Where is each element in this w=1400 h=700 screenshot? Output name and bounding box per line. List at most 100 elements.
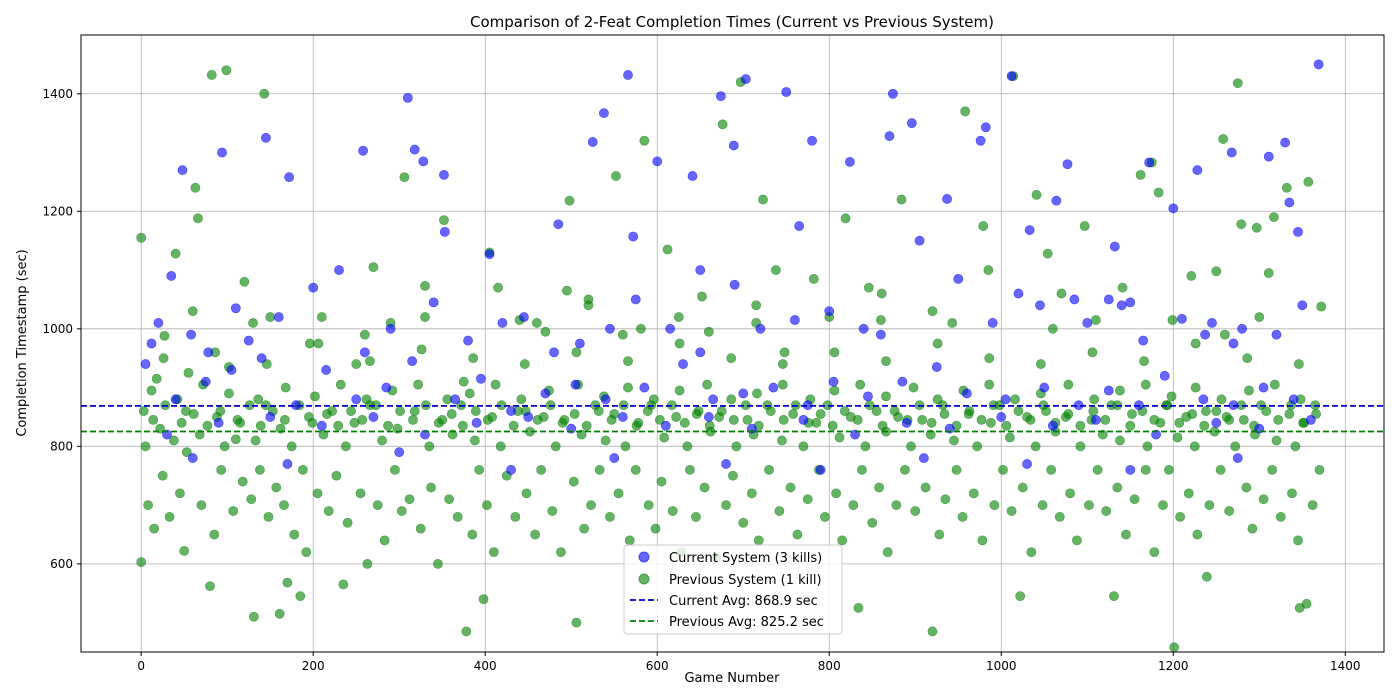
current-system-point	[359, 347, 370, 358]
x-tick-label: 600	[646, 659, 669, 673]
previous-system-point	[175, 488, 185, 499]
previous-system-point	[346, 406, 356, 416]
previous-system-point	[1190, 338, 1201, 349]
legend-label-current: Current System (3 kills)	[669, 551, 822, 566]
current-system-point	[605, 323, 615, 334]
previous-system-point	[569, 409, 580, 419]
current-system-point	[815, 464, 826, 475]
current-system-point	[789, 315, 800, 325]
previous-system-point	[1201, 406, 1211, 416]
current-system-point	[715, 91, 726, 102]
current-system-point	[975, 135, 986, 146]
current-system-point	[953, 273, 964, 284]
previous-system-point	[1167, 315, 1178, 325]
previous-system-point	[351, 359, 362, 369]
previous-system-point	[1211, 266, 1222, 277]
previous-system-point	[176, 417, 187, 428]
legend-label-previous-avg: Previous Avg: 825.2 sec	[669, 615, 824, 630]
previous-system-point	[1230, 441, 1241, 452]
previous-system-point	[331, 470, 342, 481]
previous-system-point	[1186, 271, 1197, 281]
previous-system-point	[671, 412, 682, 422]
current-system-point	[1192, 165, 1203, 176]
previous-system-point	[631, 420, 642, 431]
previous-system-point	[531, 318, 542, 328]
previous-system-point	[365, 356, 375, 367]
previous-system-point	[239, 276, 250, 287]
previous-system-point	[282, 577, 293, 588]
x-tick-label: 800	[818, 659, 841, 673]
current-system-point	[695, 347, 706, 358]
previous-system-point	[416, 344, 427, 355]
current-system-point	[1082, 318, 1093, 328]
previous-system-point	[286, 441, 297, 452]
current-system-point	[308, 282, 319, 293]
current-system-point	[321, 365, 332, 375]
current-system-point	[703, 412, 714, 422]
previous-system-point	[605, 511, 615, 522]
current-system-point	[1297, 300, 1308, 311]
previous-system-point	[490, 379, 501, 390]
previous-system-point	[881, 391, 891, 402]
current-system-point	[1006, 71, 1017, 82]
current-system-point	[385, 323, 396, 334]
previous-system-point	[136, 232, 147, 243]
x-tick-label: 0	[137, 659, 145, 673]
previous-system-point	[461, 626, 472, 637]
previous-system-point	[1035, 359, 1046, 369]
y-tick-label: 800	[50, 439, 73, 453]
current-system-point	[708, 394, 719, 405]
previous-system-point	[151, 373, 162, 384]
previous-system-point	[1242, 353, 1253, 364]
previous-system-point	[138, 406, 149, 416]
previous-system-point	[697, 291, 707, 302]
previous-system-point	[304, 338, 315, 349]
previous-system-point	[341, 441, 351, 452]
previous-system-point	[310, 391, 320, 402]
previous-system-point	[433, 558, 443, 569]
previous-system-point	[1263, 268, 1274, 278]
current-system-point	[476, 373, 486, 384]
current-system-point	[728, 140, 739, 151]
current-system-point	[1116, 300, 1127, 311]
previous-system-point	[1046, 464, 1057, 475]
previous-system-point	[1142, 441, 1153, 452]
current-system-point	[463, 335, 473, 346]
previous-system-point	[594, 464, 605, 475]
previous-system-point	[785, 482, 796, 493]
current-system-point	[768, 382, 779, 393]
current-system-point	[1069, 294, 1080, 305]
current-system-point	[381, 382, 392, 393]
previous-system-point	[731, 441, 742, 452]
current-system-point	[1280, 137, 1290, 148]
current-system-point	[484, 249, 495, 260]
current-system-point	[828, 376, 839, 387]
current-system-point	[230, 303, 241, 314]
current-system-point	[1288, 394, 1299, 405]
previous-system-point	[301, 547, 312, 558]
previous-system-point	[1192, 529, 1203, 540]
previous-system-point	[333, 420, 344, 431]
previous-system-point	[230, 434, 241, 445]
current-system-point	[1207, 318, 1217, 328]
current-system-point	[884, 131, 895, 141]
previous-system-point	[255, 420, 266, 431]
previous-system-point	[583, 300, 594, 311]
previous-system-point	[699, 482, 710, 493]
previous-system-point	[250, 435, 261, 446]
previous-system-point	[1183, 488, 1194, 499]
current-system-point	[1211, 417, 1222, 428]
previous-system-point	[620, 441, 631, 452]
previous-system-point	[1307, 500, 1318, 510]
current-system-point	[1103, 385, 1114, 396]
previous-system-point	[716, 406, 727, 416]
previous-system-point	[1238, 414, 1249, 425]
previous-system-point	[853, 603, 864, 613]
previous-system-point	[1013, 406, 1024, 416]
previous-system-point	[674, 385, 685, 396]
previous-system-point	[452, 511, 463, 522]
previous-system-point	[742, 414, 753, 425]
current-system-point	[695, 265, 706, 275]
previous-system-point	[313, 338, 324, 349]
previous-system-point	[926, 417, 937, 428]
